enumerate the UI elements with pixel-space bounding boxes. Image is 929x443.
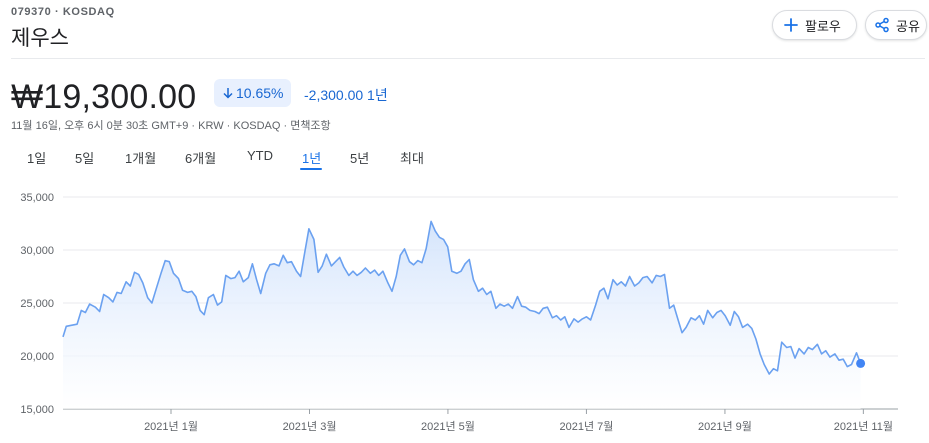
share-button[interactable]: 공유 — [865, 10, 927, 40]
tab-1d[interactable]: 1일 — [27, 151, 47, 166]
price-chart[interactable]: 35,000 30,000 25,000 20,000 15,000 2021년 1월 2… — [0, 180, 929, 443]
x-tick-label: 2021년 11월 — [834, 420, 893, 433]
follow-button[interactable]: 팔로우 — [772, 10, 857, 40]
y-tick-label: 25,000 — [20, 298, 54, 310]
x-tick-label: 2021년 3월 — [283, 420, 337, 433]
y-tick-label: 20,000 — [20, 351, 54, 363]
tab-max[interactable]: 최대 — [400, 151, 424, 166]
tab-1m[interactable]: 1개월 — [125, 151, 157, 166]
quote-meta: 11월 16일, 오후 6시 0분 30초 GMT+9 · KRW · KOSD… — [11, 120, 331, 132]
share-label: 공유 — [896, 18, 920, 34]
change-percent-badge: 10.65% — [214, 79, 292, 107]
active-tab-indicator — [300, 168, 322, 170]
tab-ytd[interactable]: YTD — [247, 148, 273, 163]
tab-6m[interactable]: 6개월 — [185, 151, 217, 166]
price-area-fill — [63, 221, 861, 409]
header-divider — [11, 58, 925, 59]
company-name: 제우스 — [11, 27, 69, 50]
x-tick-label: 2021년 7월 — [559, 420, 613, 433]
plus-icon — [784, 18, 798, 32]
change-absolute: -2,300.00 1년 — [304, 87, 388, 103]
change-percent: 10.65% — [236, 85, 284, 101]
y-tick-label: 35,000 — [20, 192, 54, 204]
follow-label: 팔로우 — [805, 18, 841, 34]
y-tick-label: 15,000 — [20, 404, 54, 416]
current-price: ₩19,300.00 — [11, 78, 197, 116]
tab-1y[interactable]: 1년 — [302, 151, 322, 166]
share-icon — [875, 17, 889, 33]
x-tick-label: 2021년 9월 — [698, 420, 752, 433]
x-tick-label: 2021년 1월 — [144, 420, 198, 433]
x-tick-label: 2021년 5월 — [421, 420, 475, 433]
y-tick-label: 30,000 — [20, 245, 54, 257]
tab-5d[interactable]: 5일 — [75, 151, 95, 166]
ticker-exchange: 079370 · KOSDAQ — [11, 6, 115, 18]
arrow-down-icon — [223, 88, 233, 99]
price-line — [62, 220, 862, 375]
tab-5y[interactable]: 5년 — [350, 151, 370, 166]
current-price-dot — [856, 358, 866, 368]
